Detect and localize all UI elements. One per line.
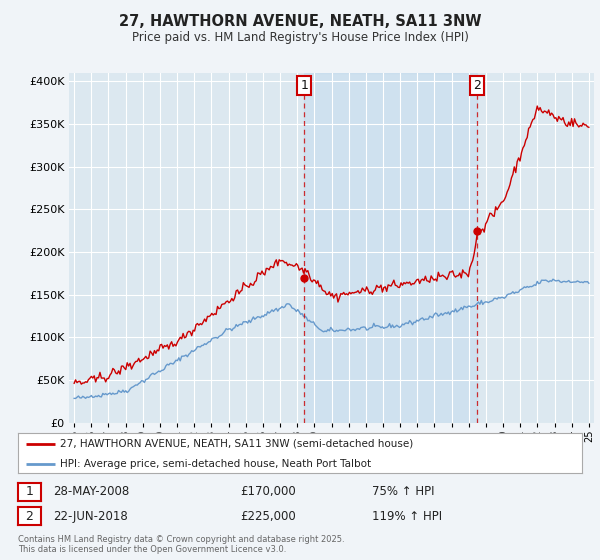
Text: £225,000: £225,000 [240,510,296,523]
Text: 75% ↑ HPI: 75% ↑ HPI [372,485,434,498]
Text: 119% ↑ HPI: 119% ↑ HPI [372,510,442,523]
Text: 1: 1 [301,79,308,92]
Text: Contains HM Land Registry data © Crown copyright and database right 2025.
This d: Contains HM Land Registry data © Crown c… [18,535,344,554]
Text: Price paid vs. HM Land Registry's House Price Index (HPI): Price paid vs. HM Land Registry's House … [131,31,469,44]
Text: 22-JUN-2018: 22-JUN-2018 [53,510,128,523]
Text: 1: 1 [25,485,34,498]
Text: HPI: Average price, semi-detached house, Neath Port Talbot: HPI: Average price, semi-detached house,… [60,459,371,469]
Text: 2: 2 [25,510,34,523]
Text: 28-MAY-2008: 28-MAY-2008 [53,485,129,498]
Bar [304,73,477,423]
Text: £170,000: £170,000 [240,485,296,498]
Text: 2: 2 [473,79,481,92]
Text: 27, HAWTHORN AVENUE, NEATH, SA11 3NW (semi-detached house): 27, HAWTHORN AVENUE, NEATH, SA11 3NW (se… [60,439,413,449]
Text: 27, HAWTHORN AVENUE, NEATH, SA11 3NW: 27, HAWTHORN AVENUE, NEATH, SA11 3NW [119,14,481,29]
